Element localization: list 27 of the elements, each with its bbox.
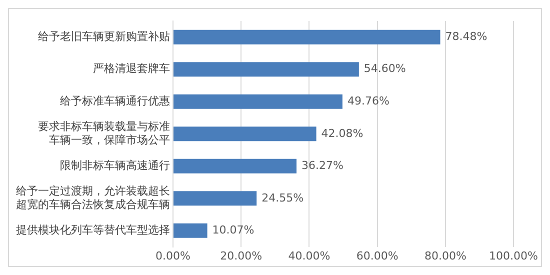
x-tick-label: 20.00% <box>220 249 262 262</box>
x-tick-label: 100.00% <box>489 249 538 262</box>
data-label: 49.76% <box>347 94 390 108</box>
data-label: 78.48% <box>445 30 488 43</box>
data-label: 10.07% <box>212 224 254 237</box>
y-tick-label: 给予老旧车辆更新购置补贴 <box>38 30 170 43</box>
y-tick-label: 要求非标车辆装载量与标准车辆一致，保障市场公平 <box>38 120 170 146</box>
x-tick-label: 40.00% <box>288 249 330 262</box>
x-tick-label: 60.00% <box>356 249 398 262</box>
bar <box>174 158 297 174</box>
x-tick-label: 80.00% <box>424 249 466 262</box>
bar <box>174 94 342 109</box>
y-tick-label: 严格清退套牌车 <box>93 62 170 76</box>
bar <box>174 191 257 206</box>
bar <box>174 126 316 142</box>
y-tick-label: 限制非标车辆高速通行 <box>60 159 170 172</box>
data-label: 24.55% <box>262 191 304 204</box>
data-label: 42.08% <box>321 126 364 140</box>
data-label: 54.60% <box>364 62 406 76</box>
x-tick-label: 0.00% <box>156 249 190 262</box>
y-tick-label: 提供模块化列车等替代车型选择 <box>16 224 170 237</box>
y-tick-label: 给予一定过渡期，允许装载超长超宽的车辆合法恢复成合规车辆 <box>16 184 170 211</box>
data-label: 36.27% <box>302 159 344 172</box>
bar <box>174 62 359 77</box>
bar <box>174 30 440 44</box>
bar <box>174 223 208 238</box>
y-tick-label: 给予标准车辆通行优惠 <box>60 94 170 108</box>
